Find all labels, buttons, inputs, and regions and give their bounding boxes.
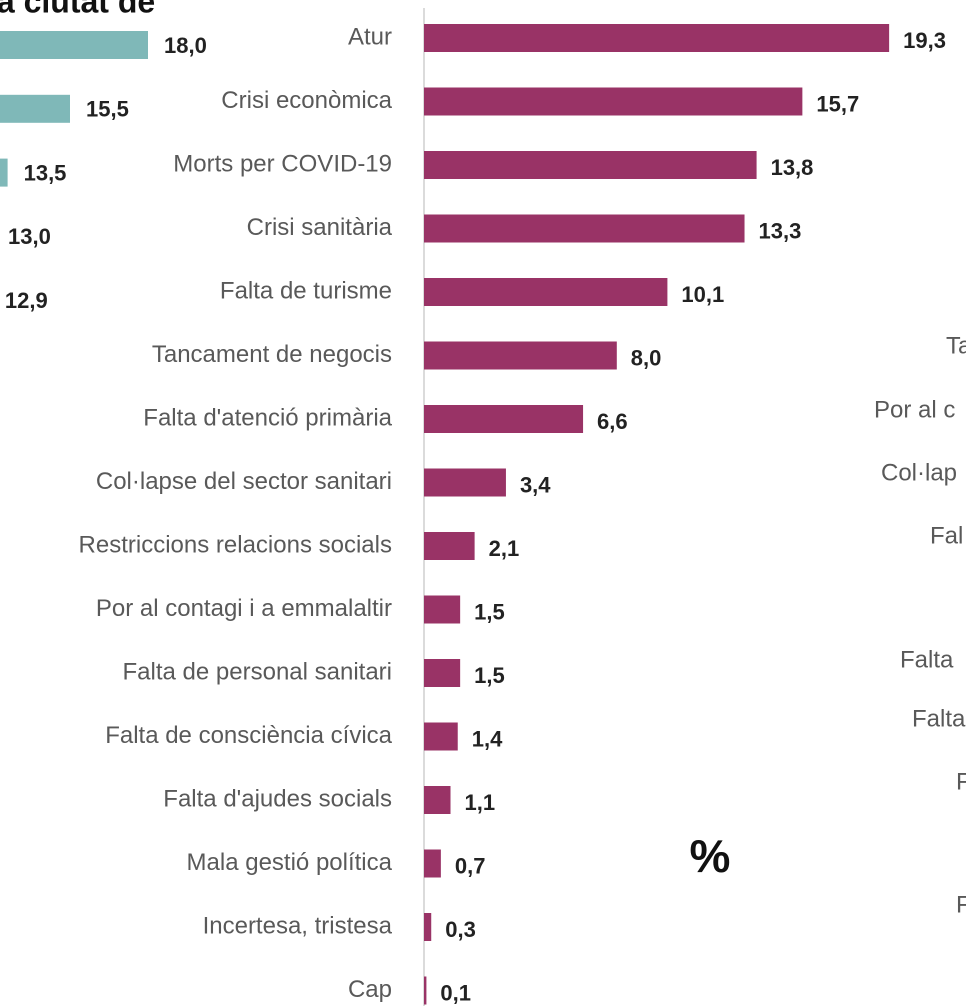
category-label: Atur <box>348 23 392 50</box>
category-label: Mala gestió política <box>187 849 393 876</box>
bar <box>424 87 803 116</box>
category-label: Falta de personal sanitari <box>123 658 392 685</box>
bar <box>424 405 584 433</box>
bar <box>424 849 441 878</box>
value-label: 0,3 <box>445 917 476 942</box>
unit-label: % <box>690 830 731 882</box>
category-label: Falta de consciència cívica <box>105 722 392 749</box>
bar <box>424 278 668 306</box>
value-label: 0,1 <box>440 980 471 1005</box>
category-label: Falta de turisme <box>220 277 392 304</box>
value-label: 2,1 <box>489 536 520 561</box>
bar <box>424 24 890 52</box>
value-label: 6,6 <box>597 409 628 434</box>
value-label: 0,7 <box>455 853 486 878</box>
value-label: 19,3 <box>903 28 946 53</box>
value-label: 18,0 <box>164 33 207 58</box>
value-label: 1,5 <box>474 663 505 688</box>
category-label: Incertesa, tristesa <box>203 912 393 939</box>
value-label: 1,5 <box>474 599 505 624</box>
value-label: 3,4 <box>520 472 551 497</box>
bar <box>424 976 427 1005</box>
partial-label: F <box>956 768 966 795</box>
partial-label: Col·lap <box>881 459 957 486</box>
bar <box>424 913 432 941</box>
left-chart-title: la ciutat de <box>0 0 155 19</box>
bar <box>424 595 461 624</box>
value-label: 13,8 <box>771 155 814 180</box>
partial-label: Por al c <box>874 396 955 423</box>
category-label: Restriccions relacions socials <box>79 531 392 558</box>
category-label: Crisi sanitària <box>247 214 393 241</box>
category-label: Falta d'atenció primària <box>143 404 392 431</box>
category-label: Col·lapse del sector sanitari <box>96 468 392 495</box>
bar <box>424 786 451 814</box>
value-label: 12,9 <box>5 288 48 313</box>
value-label: 13,3 <box>759 218 802 243</box>
bar <box>424 214 745 243</box>
bar <box>424 532 475 560</box>
category-label: Morts per COVID-19 <box>173 150 392 177</box>
category-label: Cap <box>348 976 392 1003</box>
value-label: 13,0 <box>8 224 51 249</box>
partial-label: Ta <box>946 332 966 359</box>
bar <box>0 158 8 187</box>
bar <box>0 31 148 59</box>
bar <box>424 722 458 751</box>
bar <box>424 151 757 179</box>
value-label: 1,1 <box>465 790 496 815</box>
bar <box>424 468 506 497</box>
category-label: Por al contagi i a emmalaltir <box>96 595 392 622</box>
bar <box>424 659 461 687</box>
category-label: Tancament de negocis <box>152 341 392 368</box>
partial-label: F <box>956 891 966 918</box>
bar <box>424 341 617 370</box>
value-label: 8,0 <box>631 345 662 370</box>
value-label: 10,1 <box>681 282 724 307</box>
partial-label: Falta <box>900 646 954 673</box>
bar <box>0 94 70 123</box>
partial-label: Fal <box>930 522 963 549</box>
value-label: 15,5 <box>86 97 129 122</box>
value-label: 13,5 <box>24 160 67 185</box>
category-label: Crisi econòmica <box>221 87 392 114</box>
category-label: Falta d'ajudes socials <box>163 785 392 812</box>
value-label: 1,4 <box>472 726 503 751</box>
value-label: 15,7 <box>816 91 859 116</box>
partial-label: Falta <box>912 705 966 732</box>
